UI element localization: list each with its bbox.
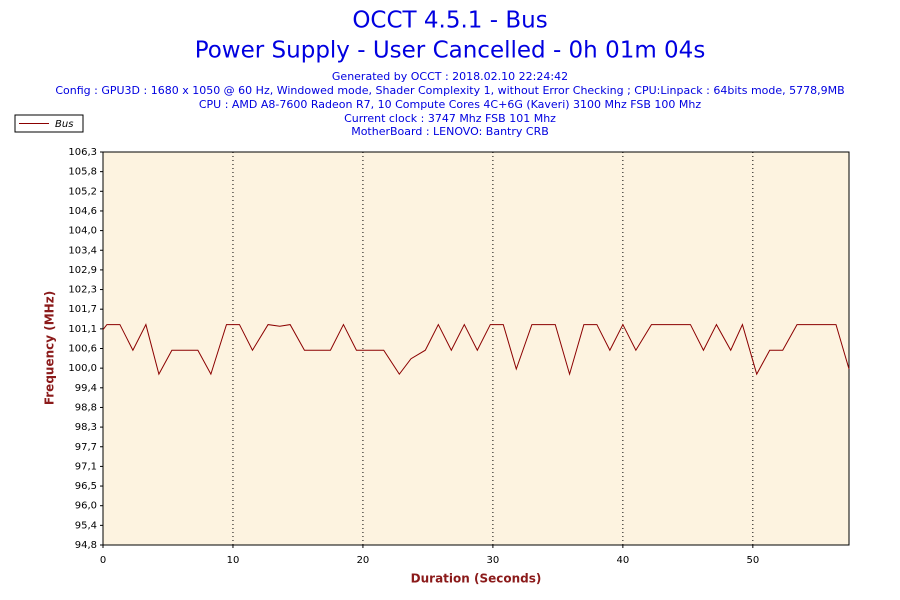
y-tick-label: 100,6 xyxy=(68,344,97,355)
y-tick-label: 96,5 xyxy=(75,481,97,492)
annotation: CPU : AMD A8-7600 Radeon R7, 10 Compute … xyxy=(199,98,702,111)
y-tick-label: 99,4 xyxy=(75,383,97,394)
y-tick-label: 103,4 xyxy=(68,245,97,256)
y-tick-label: 95,4 xyxy=(75,520,97,531)
x-axis-label: Duration (Seconds) xyxy=(411,572,542,586)
y-tick-label: 98,3 xyxy=(75,422,97,433)
y-tick-label: 106,3 xyxy=(68,147,97,158)
x-tick-label: 0 xyxy=(100,555,106,566)
y-tick-label: 96,0 xyxy=(75,501,97,512)
y-tick-label: 97,1 xyxy=(75,461,97,472)
annotation: Current clock : 3747 Mhz FSB 101 Mhz xyxy=(344,112,556,125)
annotation: Generated by OCCT : 2018.02.10 22:24:42 xyxy=(332,70,568,83)
y-tick-label: 97,7 xyxy=(75,442,97,453)
data-line xyxy=(102,323,850,376)
y-tick-label: 102,9 xyxy=(68,265,97,276)
y-tick-label: 98,8 xyxy=(75,402,97,413)
chart-title: OCCT 4.5.1 - Bus xyxy=(352,8,547,34)
y-tick-label: 102,3 xyxy=(68,285,97,296)
y-tick-label: 101,1 xyxy=(68,324,97,335)
chart-subtitle: Power Supply - User Cancelled - 0h 01m 0… xyxy=(195,38,706,64)
x-tick-label: 30 xyxy=(487,555,500,566)
y-tick-label: 94,8 xyxy=(75,540,97,551)
y-tick-label: 105,2 xyxy=(68,186,97,197)
annotation: Config : GPU3D : 1680 x 1050 @ 60 Hz, Wi… xyxy=(55,84,844,97)
legend-label: Bus xyxy=(55,119,73,130)
y-tick-label: 100,0 xyxy=(68,363,97,374)
y-tick-label: 101,7 xyxy=(68,304,97,315)
annotation: MotherBoard : LENOVO: Bantry CRB xyxy=(351,125,549,138)
x-tick-label: 40 xyxy=(616,555,629,566)
y-axis-label: Frequency (MHz) xyxy=(43,291,57,405)
y-tick-label: 104,6 xyxy=(68,206,97,217)
y-tick-label: 105,8 xyxy=(68,167,97,178)
x-tick-label: 10 xyxy=(227,555,240,566)
x-tick-label: 50 xyxy=(746,555,759,566)
x-tick-label: 20 xyxy=(357,555,370,566)
y-tick-label: 104,0 xyxy=(68,226,97,237)
